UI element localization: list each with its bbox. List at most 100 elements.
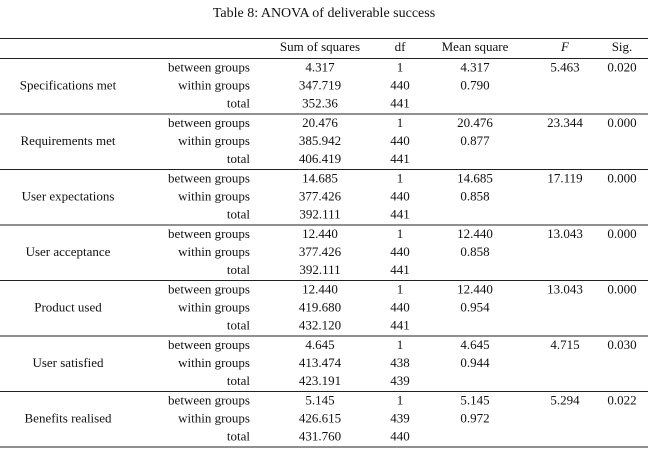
cell: 4.645 [460,337,489,352]
cell: 406.419 [299,151,341,166]
cell: 4.645 [305,337,334,352]
cell: 0.944 [460,355,490,370]
row-source: total [227,317,250,332]
cell: 1 [397,281,404,296]
cell: 441 [390,317,410,332]
cell: 377.426 [299,244,342,259]
cell: 5.294 [550,392,580,407]
cell: 392.111 [299,206,340,221]
group-label: Specifications met [20,77,117,92]
cell: 432.120 [299,317,341,332]
row-source: total [227,428,250,443]
cell: 17.119 [547,170,582,185]
cell: 440 [390,299,410,314]
row-source: within groups [178,77,250,92]
cell: 1 [397,115,404,130]
cell: 4.317 [460,59,490,74]
cell: 23.344 [547,115,583,130]
group-label: Product used [34,299,102,314]
row-source: total [227,206,250,221]
cell: 0.000 [607,281,636,296]
cell: 0.790 [460,77,489,92]
cell: 1 [397,59,404,74]
row-source: between groups [168,337,250,352]
cell: 440 [390,428,410,443]
cell: 1 [397,226,404,241]
cell: 423.191 [299,373,341,388]
row-source: within groups [178,355,250,370]
cell: 12.440 [302,281,338,296]
cell: 392.111 [299,262,340,277]
cell: 352.36 [302,95,338,110]
cell: 438 [390,355,410,370]
cell: 1 [397,170,404,185]
cell: 441 [390,262,410,277]
cell: 440 [390,244,410,259]
row-source: within groups [178,299,250,314]
row-source: within groups [178,410,250,425]
cell: 0.877 [460,133,490,148]
cell: 440 [390,77,410,92]
cell: 12.440 [457,281,493,296]
cell: 347.719 [299,77,341,92]
group-label: User satisfied [32,355,104,370]
row-source: between groups [168,59,250,74]
table-title: Table 8: ANOVA of deliverable success [213,6,435,21]
row-source: within groups [178,133,250,148]
cell: 441 [390,151,410,166]
column-header: F [560,39,570,54]
group-label: Requirements met [21,133,116,148]
cell: 4.317 [305,59,335,74]
row-source: between groups [168,170,250,185]
row-source: within groups [178,188,250,203]
cell: 12.440 [302,226,338,241]
column-header: Sum of squares [280,39,360,54]
cell: 0.020 [607,59,636,74]
cell: 431.760 [299,428,341,443]
cell: 20.476 [302,115,338,130]
row-source: total [227,262,250,277]
cell: 0.858 [460,244,489,259]
cell: 426.615 [299,410,341,425]
group-label: Benefits realised [25,410,112,425]
cell: 5.145 [305,392,334,407]
row-source: between groups [168,281,250,296]
row-source: within groups [178,244,250,259]
cell: 5.145 [460,392,489,407]
row-source: total [227,151,250,166]
cell: 1 [397,392,404,407]
cell: 440 [390,188,410,203]
row-source: between groups [168,392,250,407]
row-source: total [227,373,250,388]
cell: 441 [390,206,410,221]
cell: 20.476 [457,115,493,130]
cell: 4.715 [550,337,579,352]
row-source: between groups [168,226,250,241]
column-header: df [395,39,407,54]
cell: 0.858 [460,188,489,203]
column-header: Mean square [442,39,509,54]
row-source: total [227,95,250,110]
cell: 441 [390,95,410,110]
cell: 0.030 [607,337,636,352]
cell: 0.022 [607,392,636,407]
cell: 440 [390,133,410,148]
cell: 0.000 [607,115,636,130]
cell: 0.000 [607,170,636,185]
row-source: between groups [168,115,250,130]
cell: 385.942 [299,133,341,148]
cell: 377.426 [299,188,342,203]
column-header: Sig. [612,39,633,54]
cell: 439 [390,373,410,388]
cell: 0.000 [607,226,636,241]
cell: 14.685 [457,170,493,185]
cell: 13.043 [547,226,583,241]
cell: 13.043 [547,281,583,296]
cell: 419.680 [299,299,341,314]
cell: 413.474 [299,355,342,370]
group-label: User expectations [22,188,115,203]
cell: 0.954 [460,299,490,314]
cell: 12.440 [457,226,493,241]
cell: 439 [390,410,410,425]
